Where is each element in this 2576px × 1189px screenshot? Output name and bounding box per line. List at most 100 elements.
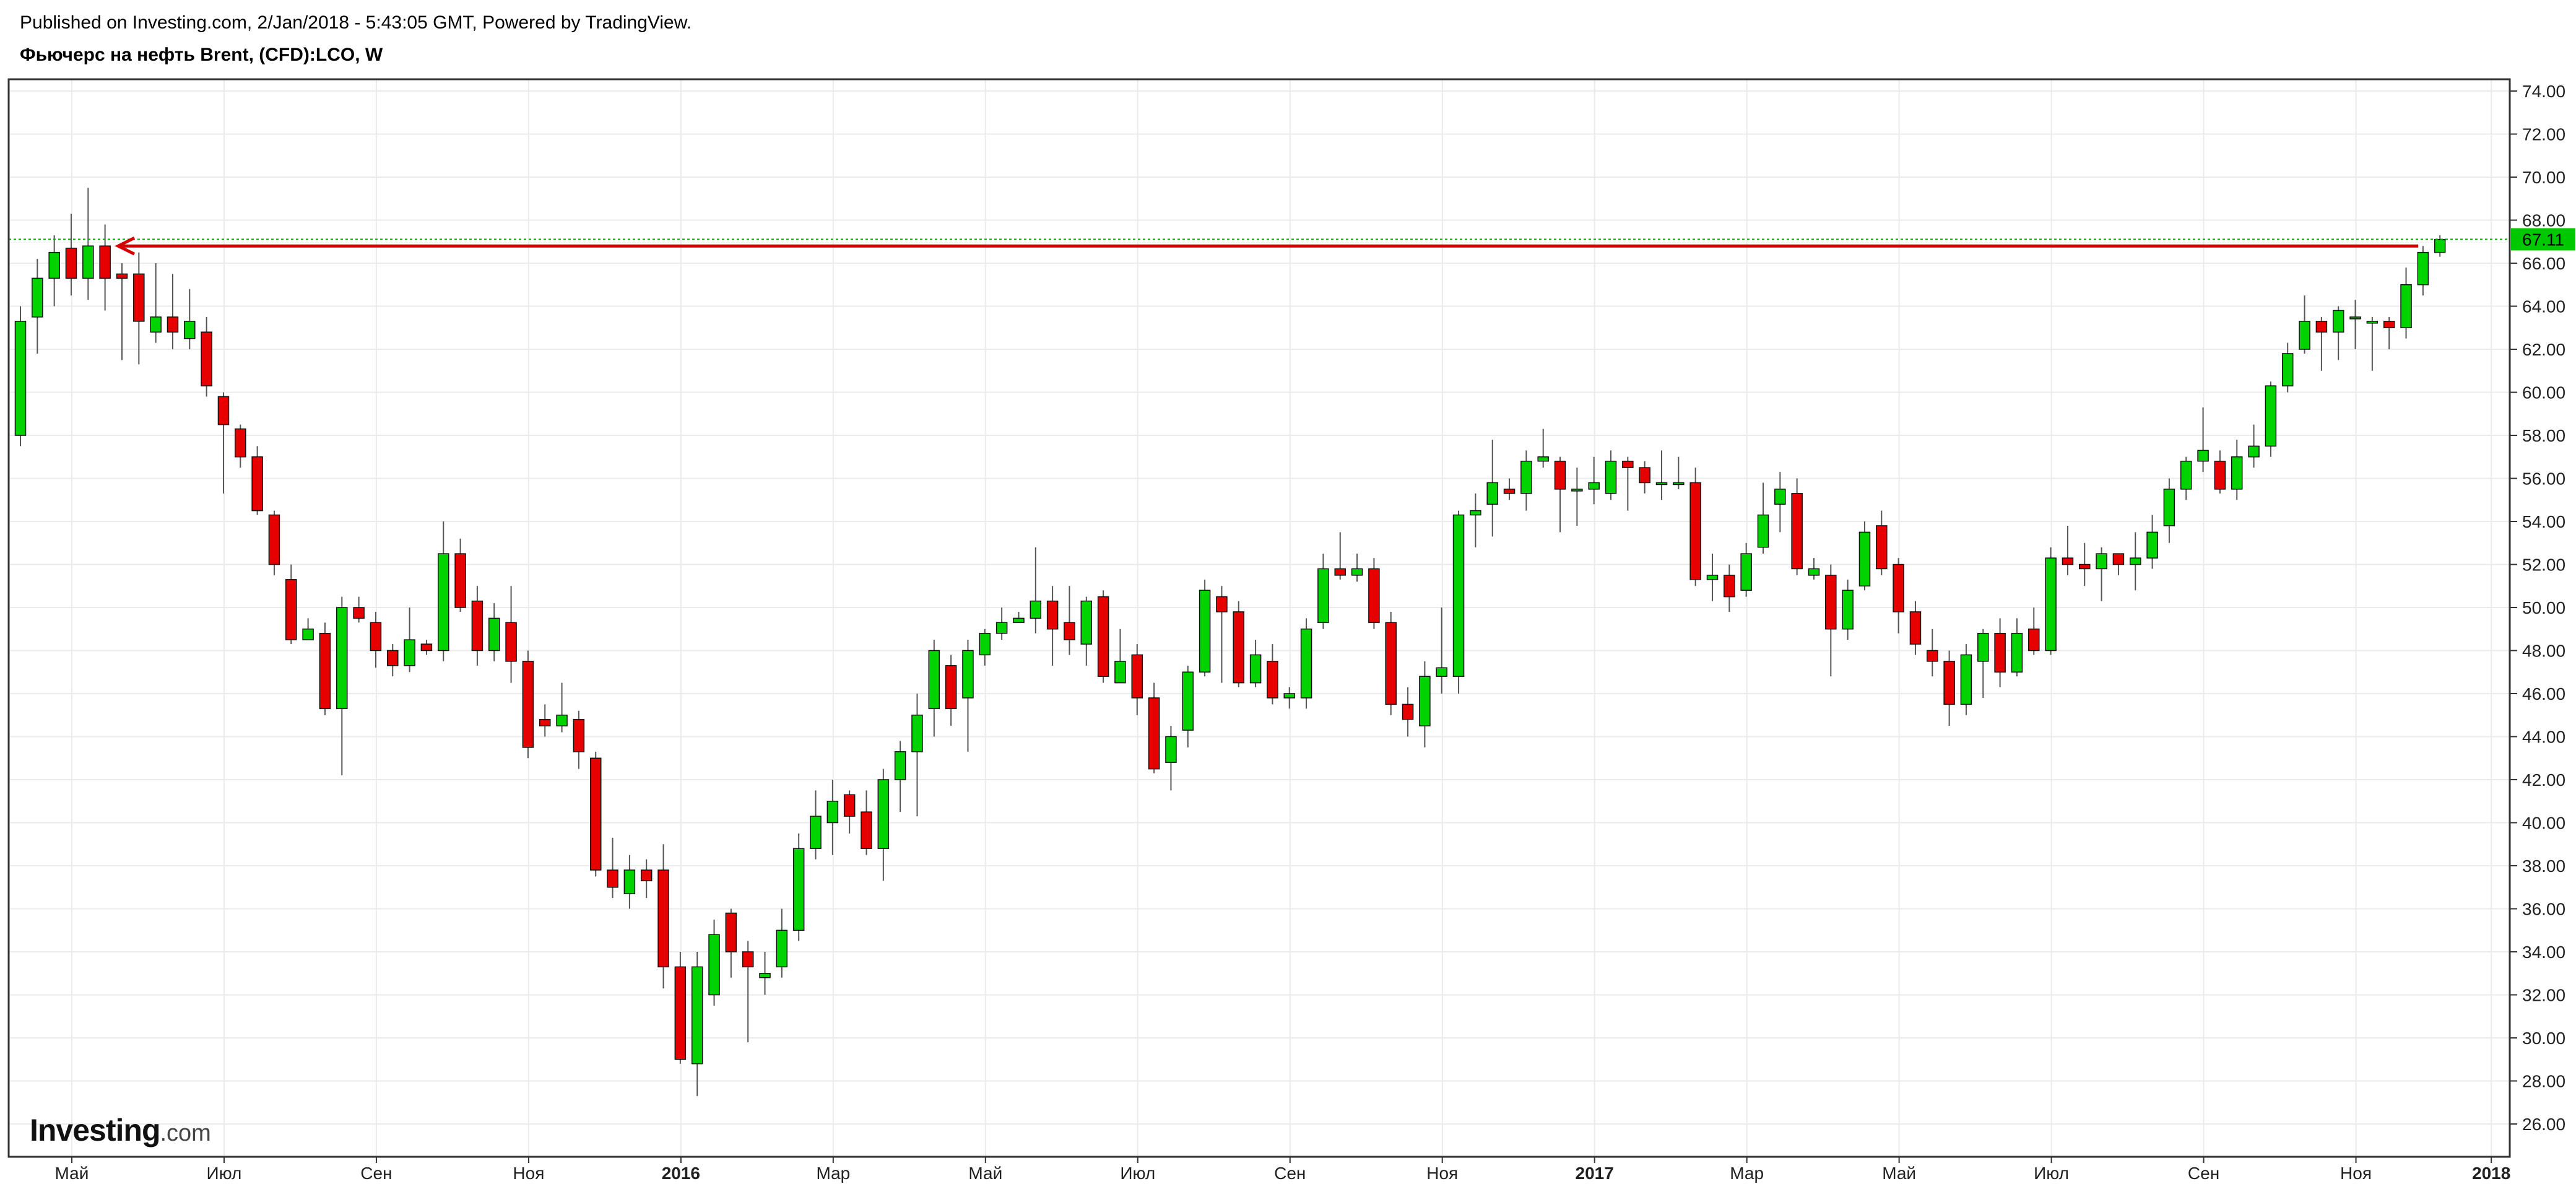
candle-body-up [2096, 553, 2107, 570]
candle [1943, 650, 1955, 726]
candle [1148, 682, 1160, 773]
candle [1673, 456, 1685, 489]
candle [2349, 300, 2361, 349]
candle-body-up [2349, 316, 2361, 320]
candle-body-up [1537, 456, 1549, 462]
candle-body-up [488, 617, 500, 651]
candle-body-up [1199, 590, 1211, 673]
y-tick-label: 28.00 [2522, 1072, 2565, 1091]
candle-body-down [420, 643, 433, 651]
candle [640, 859, 653, 899]
candle [48, 235, 60, 307]
candle-body-down [1233, 611, 1245, 684]
candle-body-down [167, 316, 179, 333]
time-axis[interactable]: Май Июл Сен Ноя 2016 Мар Май Июл Сен Ноя 2017 Мар Ма… [55, 1157, 2511, 1183]
logo-wordmark: Investing [30, 1113, 160, 1148]
candle-body-up [1858, 531, 1871, 586]
candle [217, 392, 230, 494]
candle [573, 710, 585, 769]
candle-body-up [1436, 667, 1447, 677]
candle-body-up [1013, 617, 1025, 624]
candle-body-up [82, 245, 94, 279]
candle [877, 769, 890, 881]
candle-body-up [1588, 482, 1600, 490]
candle [1046, 586, 1059, 666]
candle [1842, 579, 1854, 640]
candle [150, 263, 162, 343]
candle-body-up [2163, 489, 2175, 526]
candle [607, 837, 618, 899]
candle [928, 640, 940, 737]
candle-body-down [2214, 460, 2226, 490]
candle-body-down [2028, 629, 2040, 651]
candle-body-down [1402, 703, 1414, 720]
y-tick-label: 64.00 [2522, 297, 2565, 316]
y-tick-label: 48.00 [2522, 642, 2565, 661]
candle [861, 790, 872, 855]
candle-body-up [438, 553, 449, 651]
price-axis[interactable]: 26.00 28.00 30.00 32.00 34.00 36.00 38.00 40.00… [2510, 82, 2575, 1134]
x-tick-label: Июл [1120, 1164, 1155, 1183]
candle-body-down [217, 396, 230, 425]
candle-body-up [691, 966, 703, 1065]
candle-body-down [353, 607, 365, 619]
y-tick-label: 62.00 [2522, 340, 2565, 359]
candle [1740, 542, 1752, 597]
candle-body-down [573, 718, 585, 752]
candle [1825, 564, 1837, 677]
candle-body-down [843, 794, 856, 817]
x-tick-label: Май [55, 1164, 89, 1183]
candle [82, 188, 94, 300]
candle [268, 510, 280, 575]
y-tick-label: 30.00 [2522, 1029, 2565, 1048]
candle [1165, 726, 1177, 791]
candle [894, 741, 906, 812]
candle-body-down [607, 869, 618, 888]
candle-body-down [201, 331, 212, 386]
candle-body-up [302, 629, 314, 640]
candle-body-up [1842, 590, 1854, 630]
candle-body-up [2332, 310, 2344, 333]
candle-body-down [861, 811, 872, 849]
candle [32, 259, 43, 354]
candle-body-down [235, 428, 246, 458]
candle-body-up [32, 277, 43, 318]
candle-body-down [505, 622, 517, 662]
candle-body-down [133, 273, 145, 322]
candle-body-up [1774, 489, 1786, 505]
candle-body-down [1724, 575, 1735, 598]
candle-body-up [1520, 460, 1532, 494]
candle [2011, 618, 2023, 677]
candle [1470, 493, 1481, 547]
candle [725, 908, 737, 978]
candle-body-down [945, 665, 957, 710]
candle [1300, 618, 1312, 709]
candle [1385, 611, 1397, 715]
y-tick-label: 72.00 [2522, 125, 2565, 144]
candle [420, 640, 433, 655]
candle-body-up [2197, 450, 2209, 462]
candle [1114, 629, 1126, 684]
candle [319, 622, 331, 715]
candle [2281, 342, 2294, 393]
candle-body-down [65, 247, 77, 279]
candle [1689, 468, 1701, 586]
candle-body-up [2434, 239, 2446, 253]
candle [1486, 439, 1498, 537]
candle-body-down [2062, 557, 2074, 565]
candle [353, 596, 365, 623]
candle-body-down [319, 632, 331, 710]
candle-body-up [759, 973, 771, 978]
candle [708, 919, 720, 1006]
candle-body-up [184, 321, 196, 339]
candle-body-up [2265, 385, 2277, 447]
candle [1977, 629, 1989, 698]
candle-body-down [1385, 622, 1397, 705]
candle [1639, 461, 1650, 494]
candle [2197, 407, 2209, 473]
investing-logo[interactable]: Investing.com [30, 1112, 211, 1148]
candle-body-up [1605, 460, 1617, 494]
candle [1791, 478, 1803, 575]
candle-body-down [1368, 568, 1380, 624]
